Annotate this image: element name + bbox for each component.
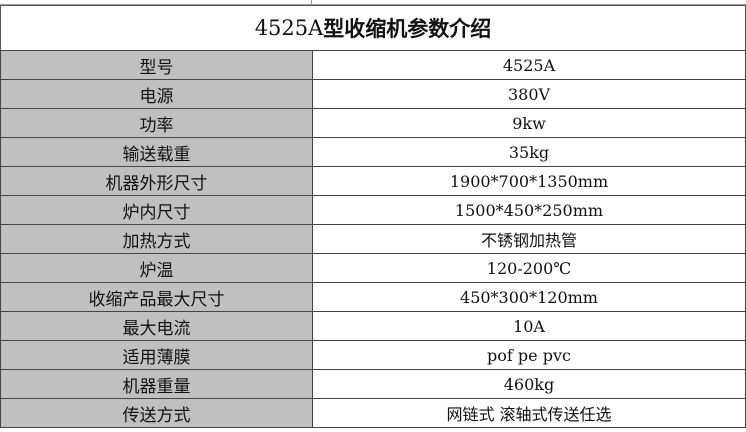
table-row: 传送方式 网链式 滚轴式传送任选 — [0, 398, 746, 428]
column-divider — [311, 0, 312, 4]
table-row: 电源 380V — [0, 79, 746, 109]
spec-value: 460kg — [312, 369, 746, 399]
spec-label: 收缩产品最大尺寸 — [0, 282, 313, 312]
spec-label: 炉温 — [0, 253, 313, 283]
table-row: 机器外形尺寸 1900*700*1350mm — [0, 166, 746, 196]
table-row: 炉内尺寸 1500*450*250mm — [0, 195, 746, 225]
spec-value: 1500*450*250mm — [312, 195, 746, 225]
spec-value: 9kw — [312, 108, 746, 138]
spec-label: 最大电流 — [0, 311, 313, 341]
spec-label: 传送方式 — [0, 398, 313, 428]
table-row: 适用薄膜 pof pe pvc — [0, 340, 746, 370]
spec-value: 网链式 滚轴式传送任选 — [312, 398, 746, 428]
spec-label: 电源 — [0, 79, 313, 109]
spec-value: 不锈钢加热管 — [312, 224, 746, 254]
spec-value: 10A — [312, 311, 746, 341]
table-row: 输送载重 35kg — [0, 137, 746, 167]
spec-table: 型号 4525A 电源 380V 功率 9kw 输送载重 35kg 机器外形尺寸 1900*700… — [0, 50, 746, 428]
table-row: 功率 9kw — [0, 108, 746, 138]
spec-label: 功率 — [0, 108, 313, 138]
spec-label: 机器重量 — [0, 369, 313, 399]
spec-value: 35kg — [312, 137, 746, 167]
spec-label: 型号 — [0, 50, 313, 80]
table-title: 4525A 型收缩机参数介绍 — [0, 5, 746, 50]
table-row: 机器重量 460kg — [0, 369, 746, 399]
spec-label: 机器外形尺寸 — [0, 166, 313, 196]
spec-value: 450*300*120mm — [312, 282, 746, 312]
spec-label: 输送载重 — [0, 137, 313, 167]
spec-value: 120-200℃ — [312, 253, 746, 283]
title-text: 型收缩机参数介绍 — [323, 17, 492, 41]
spec-label: 炉内尺寸 — [0, 195, 313, 225]
table-row: 型号 4525A — [0, 50, 746, 80]
spec-value: 1900*700*1350mm — [312, 166, 746, 196]
spec-value: pof pe pvc — [312, 340, 746, 370]
top-row-strip — [0, 0, 746, 5]
spec-value: 4525A — [312, 50, 746, 80]
spec-value: 380V — [312, 79, 746, 109]
table-row: 加热方式 不锈钢加热管 — [0, 224, 746, 254]
table-row: 收缩产品最大尺寸 450*300*120mm — [0, 282, 746, 312]
table-row: 最大电流 10A — [0, 311, 746, 341]
spec-label: 加热方式 — [0, 224, 313, 254]
spec-label: 适用薄膜 — [0, 340, 313, 370]
title-model: 4525A — [254, 16, 324, 40]
table-row: 炉温 120-200℃ — [0, 253, 746, 283]
